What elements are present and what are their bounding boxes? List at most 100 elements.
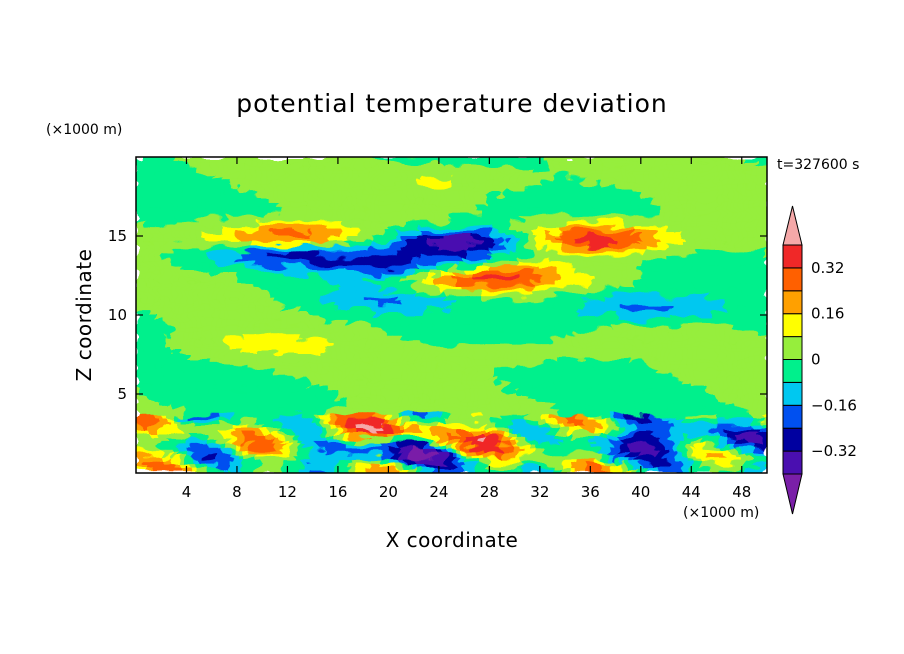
field-cell — [706, 206, 713, 212]
field-cell — [166, 211, 172, 217]
field-cell — [506, 300, 513, 306]
field-cell — [751, 339, 758, 346]
field-cell — [541, 334, 548, 341]
field-cell — [311, 245, 317, 252]
field-cell — [331, 275, 337, 282]
field-cell — [736, 161, 743, 168]
field-cell — [526, 310, 533, 316]
field-cell — [726, 250, 733, 257]
field-cell — [396, 265, 403, 272]
field-cell — [201, 250, 207, 257]
field-cell — [566, 191, 573, 198]
field-cell — [701, 166, 708, 173]
field-cell — [611, 191, 618, 198]
field-cell — [731, 319, 738, 326]
field-cell — [591, 334, 598, 341]
field-cell — [526, 171, 533, 178]
field-cell — [206, 157, 212, 163]
field-cell — [351, 216, 357, 222]
field-cell — [501, 191, 508, 198]
field-cell — [271, 255, 277, 262]
field-cell — [371, 181, 377, 188]
field-cell — [236, 329, 242, 336]
field-cell — [716, 255, 723, 262]
field-cell — [506, 319, 513, 326]
field-cell — [611, 324, 618, 331]
field-cell — [141, 176, 147, 183]
field-cell — [586, 275, 593, 282]
field-cell — [701, 157, 708, 163]
field-cell — [581, 265, 588, 272]
field-cell — [656, 344, 663, 351]
field-cell — [561, 236, 568, 242]
field-cell — [271, 329, 277, 336]
field-cell — [491, 255, 498, 262]
field-cell — [236, 231, 242, 237]
field-cell — [596, 285, 603, 291]
field-cell — [721, 240, 728, 247]
field-cell — [681, 334, 688, 341]
field-cell — [456, 181, 463, 188]
field-cell — [526, 324, 533, 331]
field-cell — [136, 344, 142, 351]
field-cell — [181, 166, 187, 173]
field-cell — [231, 310, 237, 316]
field-cell — [416, 349, 423, 356]
field-cell — [436, 231, 443, 237]
field-cell — [516, 250, 523, 257]
field-cell — [166, 191, 172, 198]
field-cell — [271, 191, 277, 198]
field-cell — [301, 334, 307, 341]
field-cell — [311, 166, 317, 173]
field-cell — [761, 324, 767, 331]
field-cell — [371, 201, 377, 207]
field-cell — [586, 334, 593, 341]
field-cell — [306, 221, 312, 227]
field-cell — [236, 181, 242, 188]
field-cell — [246, 176, 252, 183]
field-cell — [426, 315, 433, 321]
field-cell — [236, 305, 242, 311]
field-cell — [191, 226, 197, 232]
field-cell — [286, 339, 292, 346]
field-cell — [176, 295, 182, 301]
field-cell — [316, 157, 322, 163]
field-cell — [446, 315, 453, 321]
field-cell — [146, 181, 152, 188]
field-cell — [516, 161, 523, 168]
field-cell — [716, 226, 723, 232]
field-cell — [191, 250, 197, 257]
field-cell — [231, 236, 237, 242]
field-cell — [336, 211, 342, 217]
field-cell — [321, 221, 327, 227]
field-cell — [701, 280, 708, 286]
field-cell — [531, 305, 538, 311]
field-cell — [651, 171, 658, 178]
field-cell — [686, 211, 693, 217]
field-cell — [696, 275, 703, 282]
field-cell — [196, 176, 202, 183]
field-cell — [476, 305, 483, 311]
field-cell — [306, 334, 312, 341]
field-cell — [471, 171, 478, 178]
field-cell — [276, 221, 282, 227]
field-cell — [391, 245, 398, 252]
field-cell — [496, 171, 503, 178]
field-cell — [736, 186, 743, 193]
field-cell — [726, 166, 733, 173]
field-cell — [356, 211, 362, 217]
field-cell — [326, 319, 332, 326]
field-cell — [641, 319, 648, 326]
field-cell — [146, 315, 152, 321]
field-cell — [236, 295, 242, 301]
field-cell — [511, 324, 518, 331]
field-cell — [341, 265, 347, 272]
field-cell — [171, 176, 177, 183]
field-cell — [291, 206, 297, 212]
field-cell — [626, 221, 633, 227]
field-cell — [156, 236, 162, 242]
field-cell — [421, 285, 428, 291]
field-cell — [546, 255, 553, 262]
field-cell — [286, 216, 292, 222]
field-cell — [236, 324, 242, 331]
